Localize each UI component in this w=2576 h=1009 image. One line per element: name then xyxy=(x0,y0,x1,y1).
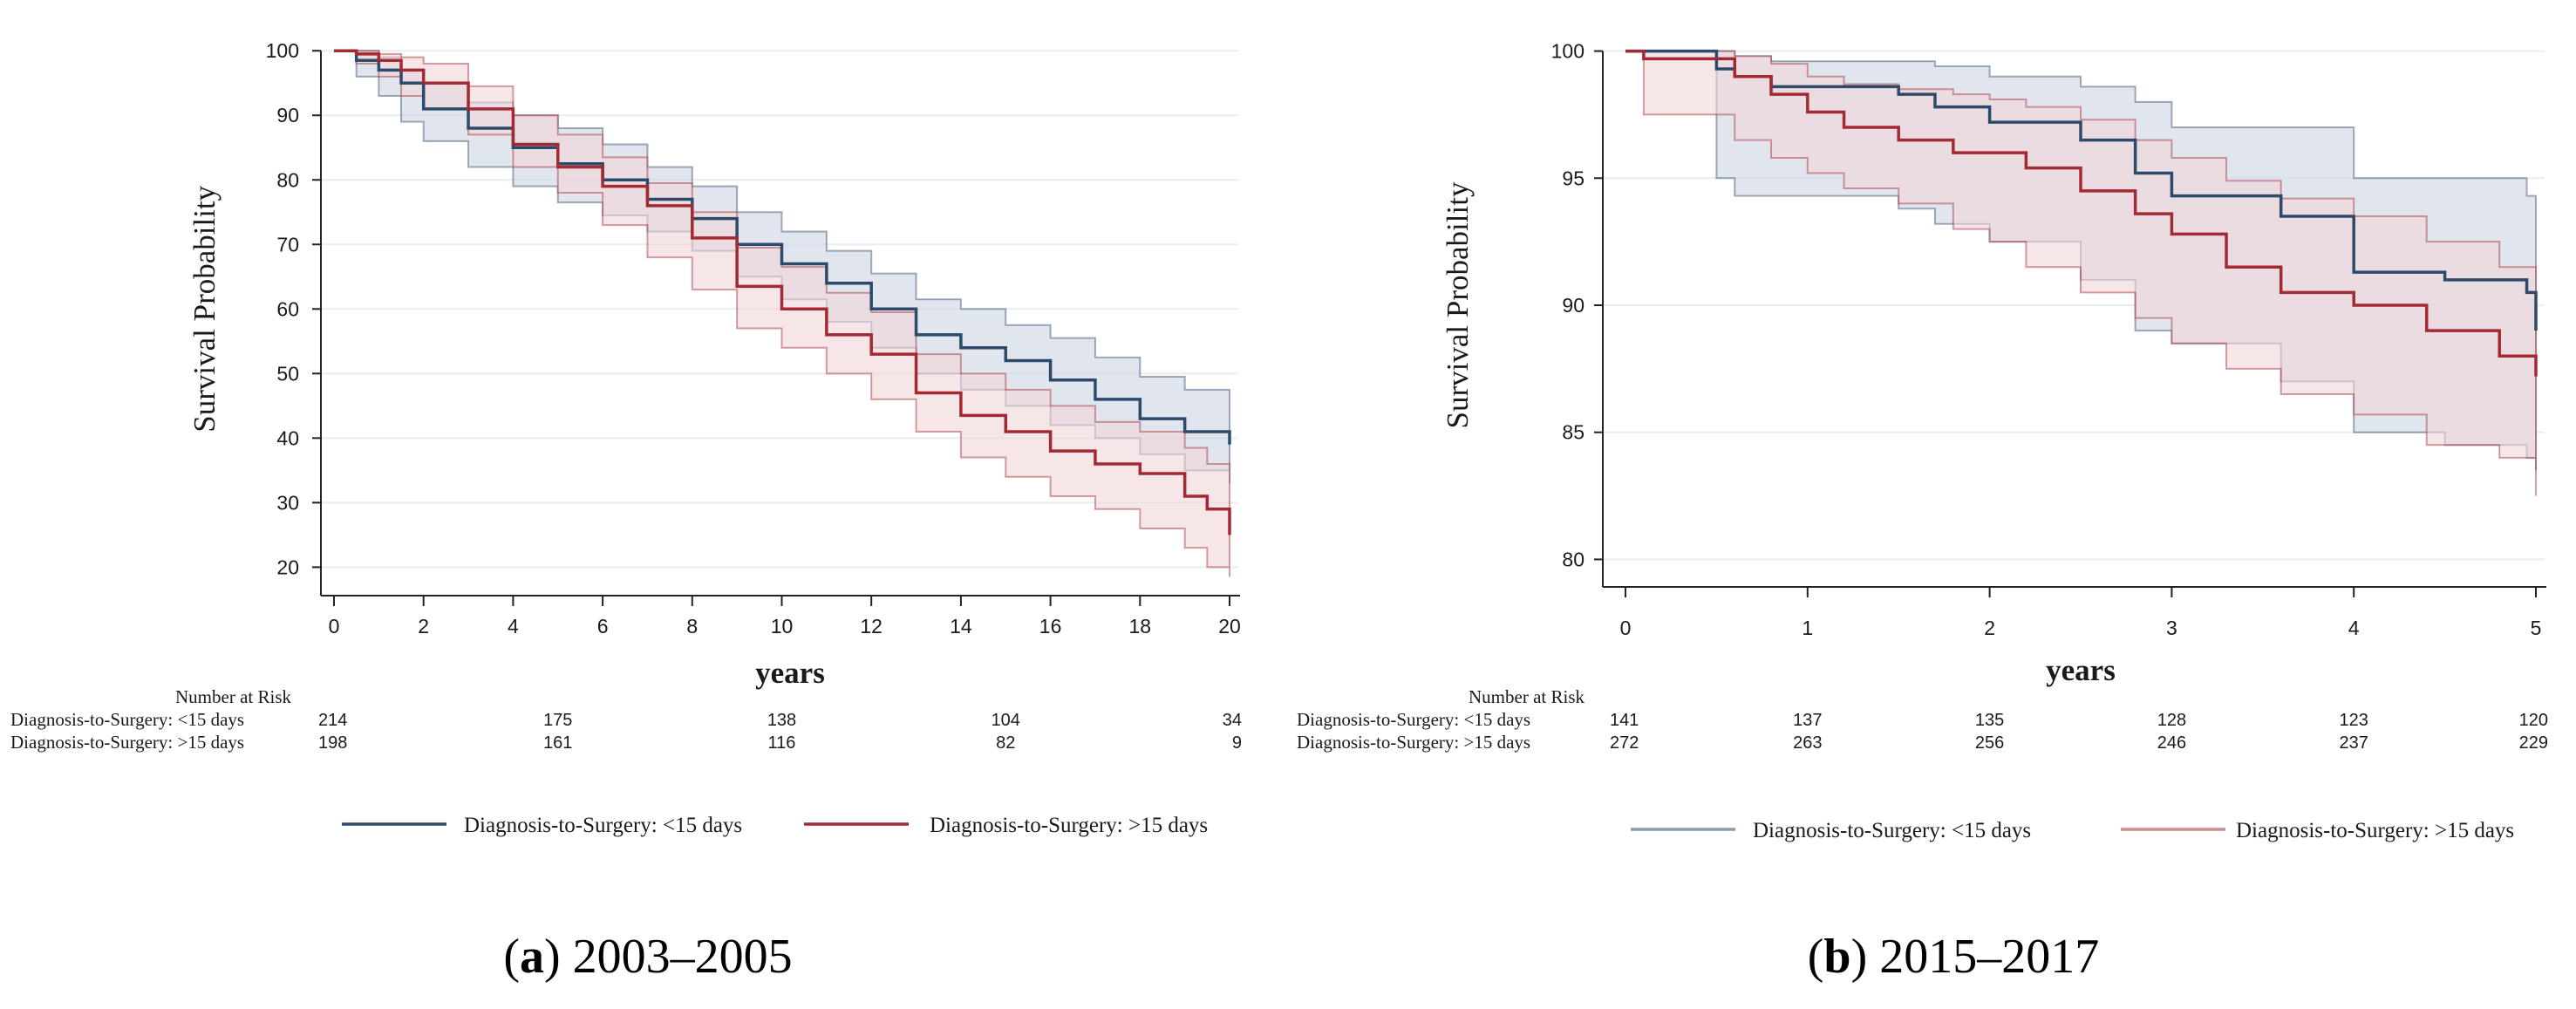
x-tick-label: 8 xyxy=(686,615,698,637)
risk-count: 229 xyxy=(2519,733,2548,753)
risk-row-label: Diagnosis-to-Surgery: <15 days xyxy=(10,709,244,730)
x-tick-label: 12 xyxy=(860,615,883,637)
risk-count: 237 xyxy=(2340,733,2368,753)
legend-label: Diagnosis-to-Surgery: >15 days xyxy=(2236,819,2514,842)
x-tick-label: 0 xyxy=(1620,617,1632,639)
risk-count: 82 xyxy=(996,733,1015,753)
risk-count: 34 xyxy=(1223,711,1242,730)
x-tick-label: 1 xyxy=(1802,617,1813,639)
caption-letter: b xyxy=(1823,930,1850,984)
y-tick-label: 100 xyxy=(266,39,299,62)
x-tick-label: 14 xyxy=(950,615,972,637)
risk-count: 246 xyxy=(2157,733,2186,753)
y-tick-label: 70 xyxy=(276,233,299,256)
x-axis-title: years xyxy=(2046,653,2116,687)
risk-count: 123 xyxy=(2340,711,2368,730)
confidence-band-gt15 xyxy=(334,50,1230,577)
caption-paren-open: ( xyxy=(1808,930,1824,984)
risk-count: 138 xyxy=(767,711,796,730)
y-tick-label: 50 xyxy=(276,362,299,385)
risk-row-label: Diagnosis-to-Surgery: >15 days xyxy=(1297,732,1530,753)
panel-caption: (b) 2015–2017 xyxy=(1808,930,2099,984)
risk-count: 161 xyxy=(543,733,572,753)
risk-count: 104 xyxy=(992,711,1020,730)
risk-count: 141 xyxy=(1610,711,1639,730)
y-axis-title: Survival Probability xyxy=(1441,181,1475,428)
risk-table-title: Number at Risk xyxy=(175,686,291,707)
x-tick-label: 4 xyxy=(2348,617,2360,639)
x-tick-label: 18 xyxy=(1129,615,1152,637)
y-tick-label: 80 xyxy=(1562,548,1584,570)
caption-years: 2015–2017 xyxy=(1879,930,2099,984)
x-axis-title: years xyxy=(755,656,825,690)
legend-label: Diagnosis-to-Surgery: <15 days xyxy=(464,814,742,837)
x-tick-label: 16 xyxy=(1039,615,1062,637)
x-tick-label: 2 xyxy=(418,615,429,637)
risk-count: 175 xyxy=(543,711,572,730)
caption-paren-open: ( xyxy=(503,930,520,984)
x-tick-label: 6 xyxy=(597,615,609,637)
y-tick-label: 85 xyxy=(1562,421,1584,444)
survival-curve-gt15 xyxy=(334,49,1231,535)
legend-label: Diagnosis-to-Surgery: >15 days xyxy=(930,814,1208,837)
risk-row-label: Diagnosis-to-Surgery: >15 days xyxy=(10,732,244,753)
risk-table-title: Number at Risk xyxy=(1469,686,1584,707)
x-tick-label: 2 xyxy=(1984,617,1995,639)
risk-count: 116 xyxy=(768,733,796,753)
confidence-band-gt15 xyxy=(1625,50,2537,496)
x-tick-label: 4 xyxy=(508,615,519,637)
x-tick-label: 5 xyxy=(2531,617,2542,639)
x-tick-label: 20 xyxy=(1218,615,1241,637)
survival-curve-gt15 xyxy=(1625,49,2538,377)
y-tick-label: 40 xyxy=(276,426,299,449)
risk-count: 272 xyxy=(1610,733,1639,753)
panel-a: 20 30 40 50 60 70 80 90 100 0 2 4 6 8 10 12 14 16 18 20 Surv… xyxy=(10,39,1242,984)
x-tick-label: 3 xyxy=(2166,617,2177,639)
risk-count: 9 xyxy=(1232,733,1242,753)
risk-count: 214 xyxy=(318,711,347,730)
risk-count: 198 xyxy=(318,733,347,753)
risk-count: 256 xyxy=(1975,733,2004,753)
panel-caption: (a) 2003–2005 xyxy=(503,930,792,984)
risk-count: 137 xyxy=(1793,711,1822,730)
caption-paren-close: ) xyxy=(1851,930,1880,984)
caption-paren-close: ) xyxy=(544,930,573,984)
y-tick-label: 30 xyxy=(276,491,299,514)
y-tick-label: 90 xyxy=(1562,294,1584,317)
legend-label: Diagnosis-to-Surgery: <15 days xyxy=(1753,819,2031,842)
risk-count: 120 xyxy=(2519,711,2548,730)
y-tick-label: 100 xyxy=(1551,40,1584,63)
risk-count: 128 xyxy=(2157,711,2186,730)
y-tick-label: 60 xyxy=(276,297,299,320)
x-tick-label: 0 xyxy=(329,615,340,637)
risk-row-label: Diagnosis-to-Surgery: <15 days xyxy=(1297,709,1530,730)
caption-years: 2003–2005 xyxy=(573,930,793,984)
risk-count: 135 xyxy=(1975,711,2004,730)
y-axis-title: Survival Probability xyxy=(187,185,221,432)
y-tick-label: 20 xyxy=(276,556,299,578)
y-tick-label: 95 xyxy=(1562,167,1584,189)
y-tick-label: 90 xyxy=(276,104,299,126)
y-tick-label: 80 xyxy=(276,168,299,191)
caption-letter: a xyxy=(520,930,544,984)
x-tick-label: 10 xyxy=(771,615,794,637)
risk-count: 263 xyxy=(1793,733,1822,753)
